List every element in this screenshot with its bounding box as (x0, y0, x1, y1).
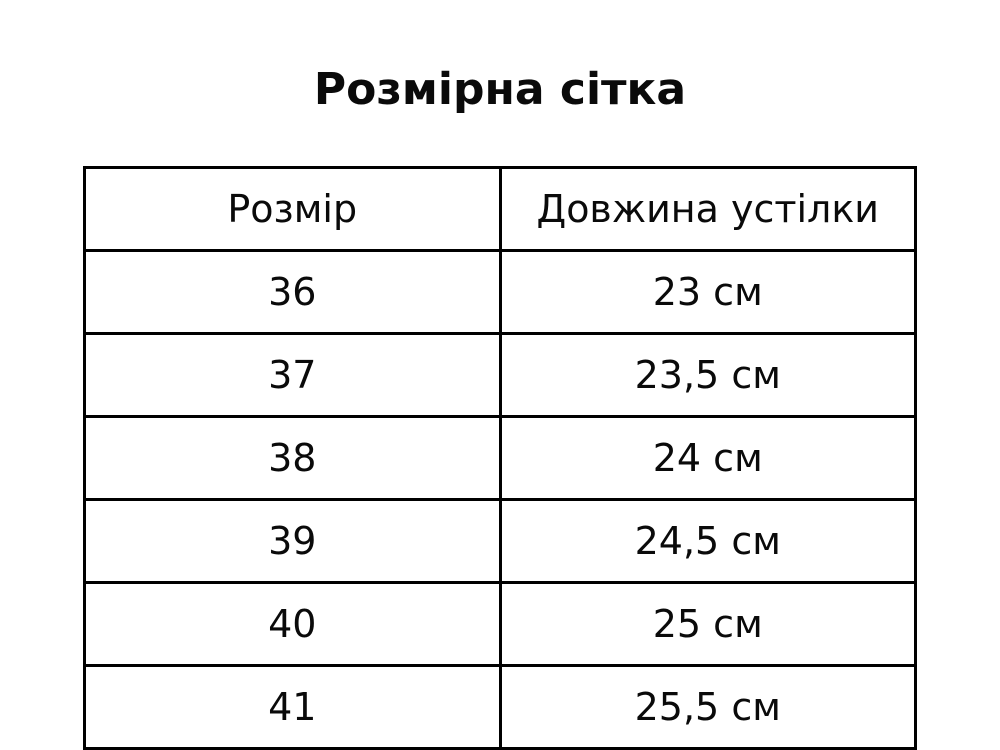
table-row: 39 24,5 см (83, 498, 917, 584)
table-header-row: Розмір Довжина устілки (83, 166, 917, 252)
size-cell: 41 (83, 664, 502, 750)
size-cell: 40 (83, 581, 502, 667)
size-table: Розмір Довжина устілки 36 23 см 37 23,5 … (83, 166, 917, 750)
insole-length-column-header: Довжина устілки (498, 166, 917, 252)
table-row: 38 24 см (83, 415, 917, 501)
size-column-header: Розмір (83, 166, 502, 252)
size-cell: 38 (83, 415, 502, 501)
table-row: 37 23,5 см (83, 332, 917, 418)
page-title: Розмірна сітка (313, 64, 687, 115)
length-cell: 24,5 см (498, 498, 917, 584)
length-cell: 25,5 см (498, 664, 917, 750)
length-cell: 25 см (498, 581, 917, 667)
table-row: 36 23 см (83, 249, 917, 335)
table-row: 40 25 см (83, 581, 917, 667)
size-cell: 39 (83, 498, 502, 584)
length-cell: 24 см (498, 415, 917, 501)
table-row: 41 25,5 см (83, 664, 917, 750)
size-cell: 36 (83, 249, 502, 335)
length-cell: 23,5 см (498, 332, 917, 418)
length-cell: 23 см (498, 249, 917, 335)
size-cell: 37 (83, 332, 502, 418)
